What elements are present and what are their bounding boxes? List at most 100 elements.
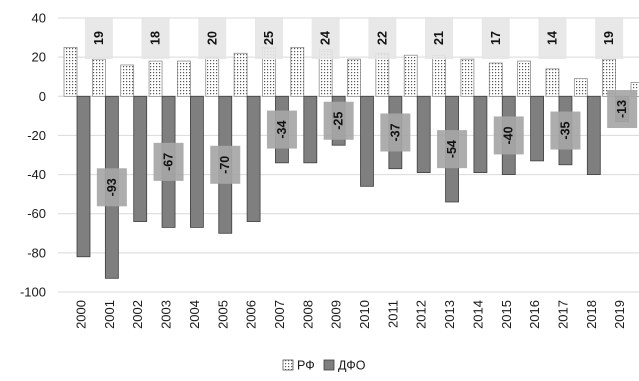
bar-rf xyxy=(91,58,106,97)
data-label-box xyxy=(380,113,411,152)
x-tick-label: 2005 xyxy=(215,300,230,329)
y-tick-label: -40 xyxy=(27,167,46,182)
y-tick-label: 0 xyxy=(39,89,46,104)
data-label-box xyxy=(96,168,127,207)
x-tick-label: 2002 xyxy=(130,300,145,329)
bar-rf xyxy=(488,62,503,97)
legend-swatch-dfo xyxy=(323,359,335,371)
bar-rf xyxy=(517,60,531,97)
data-label-dfo: -93 xyxy=(105,178,119,196)
data-label-box xyxy=(368,17,397,59)
data-label-dfo: -13 xyxy=(615,100,629,118)
data-label-dfo: -54 xyxy=(445,140,459,158)
y-tick-label: -100 xyxy=(20,285,46,300)
bar-dfo xyxy=(133,95,148,222)
bar-rf xyxy=(120,64,135,97)
bar-dfo xyxy=(473,95,488,174)
bar-rf xyxy=(375,52,390,97)
y-tick-label: -60 xyxy=(27,206,46,221)
data-label-rf: 22 xyxy=(375,31,389,45)
data-label-box xyxy=(425,17,454,59)
bar-rf xyxy=(148,60,163,97)
y-tick-label: -80 xyxy=(27,245,46,260)
data-label-rf: 24 xyxy=(319,31,333,45)
x-tick-label: 2008 xyxy=(300,300,315,329)
bar-dfo xyxy=(360,95,374,187)
data-label-box xyxy=(493,116,524,155)
data-label-dfo: -35 xyxy=(558,121,572,139)
x-tick-label: 2015 xyxy=(499,300,514,329)
x-tick-label: 2014 xyxy=(470,300,485,329)
data-label-box xyxy=(254,17,283,59)
legend-label-rf: РФ xyxy=(297,359,315,373)
data-label-box xyxy=(141,17,170,59)
data-label-box xyxy=(198,17,227,59)
data-label-dfo: -34 xyxy=(275,120,289,138)
data-label-box xyxy=(481,17,510,59)
data-label-dfo: -25 xyxy=(332,112,346,130)
x-tick-label: 2007 xyxy=(272,300,287,329)
data-label-rf: 21 xyxy=(432,31,446,45)
bar-rf xyxy=(63,47,78,97)
x-tick-label: 2018 xyxy=(584,300,599,329)
data-label-rf: 18 xyxy=(149,31,163,45)
data-label-dfo: -37 xyxy=(388,123,402,141)
bar-rf xyxy=(205,56,220,97)
bar-rf xyxy=(177,60,191,97)
data-label-box xyxy=(311,17,340,59)
bar-rf xyxy=(290,47,305,97)
bar-rf xyxy=(233,52,248,97)
bar-rf xyxy=(347,58,361,97)
y-axis: 40 20 0 -20 -40 -60 -80 -100 xyxy=(20,11,46,300)
data-label-rf: 19 xyxy=(602,31,616,45)
y-tick-label: 20 xyxy=(32,50,46,65)
data-label-dfo: -70 xyxy=(218,156,232,174)
x-tick-label: 2000 xyxy=(74,300,89,329)
bar-rf xyxy=(432,54,446,97)
x-tick-label: 2010 xyxy=(357,300,372,329)
x-tick-label: 2019 xyxy=(612,300,627,329)
y-tick-label: -20 xyxy=(27,128,46,143)
data-label-box xyxy=(153,142,184,181)
data-label-box xyxy=(84,17,113,59)
bar-dfo xyxy=(416,95,431,174)
data-labels: 19 -93 18 -67 20 -70 25 -34 24 -25 22 -37 21 -54 17 -40… xyxy=(84,17,638,207)
bar-dfo xyxy=(76,95,91,258)
x-tick-label: 2017 xyxy=(555,300,570,329)
bar-rf xyxy=(573,78,588,97)
data-label-rf: 19 xyxy=(92,31,106,45)
x-tick-label: 2004 xyxy=(187,300,202,329)
y-tick-label: 40 xyxy=(32,11,46,26)
bar-dfo xyxy=(189,95,204,228)
x-tick-label: 2013 xyxy=(442,300,457,329)
data-label-box xyxy=(437,130,468,169)
bar-dfo xyxy=(303,95,318,164)
data-label-box xyxy=(550,111,581,150)
bar-rf xyxy=(545,68,560,97)
data-label-dfo: -40 xyxy=(502,126,516,144)
data-label-box xyxy=(323,101,354,140)
data-label-box xyxy=(538,17,567,59)
bar-dfo xyxy=(246,95,261,222)
x-tick-label: 2009 xyxy=(329,300,344,329)
bar-rf xyxy=(403,54,418,97)
x-tick-label: 2016 xyxy=(527,300,542,329)
x-tick-label: 2006 xyxy=(244,300,259,329)
bar-dfo xyxy=(586,95,601,175)
data-label-box xyxy=(607,90,638,129)
legend-label-dfo: ДФО xyxy=(338,359,366,373)
bar-rf xyxy=(630,82,639,97)
data-label-box xyxy=(266,110,297,149)
data-label-dfo: -67 xyxy=(162,153,176,171)
bar-rf xyxy=(460,58,475,97)
data-label-rf: 25 xyxy=(262,31,276,45)
legend-swatch-rf xyxy=(282,359,294,371)
data-label-box xyxy=(595,17,624,59)
data-label-box xyxy=(210,145,241,184)
x-tick-label: 2001 xyxy=(102,300,117,329)
legend: РФ ДФО xyxy=(282,359,366,373)
x-axis: 2000 2001 2002 2003 2004 2005 2006 2007 2008 2009… xyxy=(74,300,628,329)
data-label-rf: 17 xyxy=(489,31,503,45)
data-label-rf: 14 xyxy=(545,31,559,45)
